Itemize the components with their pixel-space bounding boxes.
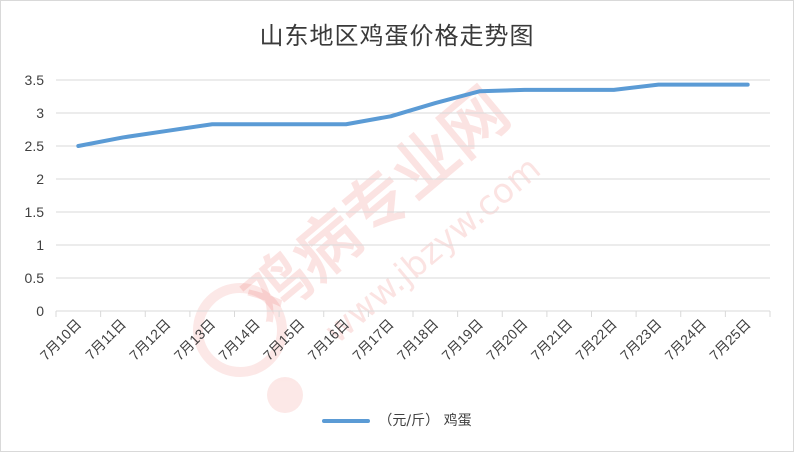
x-tick-label: 7月22日 (572, 316, 620, 364)
x-tick-label: 7月23日 (617, 316, 665, 364)
legend: （元/斤） 鸡蛋 (0, 410, 794, 430)
x-tick-label: 7月14日 (215, 316, 263, 364)
x-tick-label: 7月18日 (394, 316, 442, 364)
x-tick-label: 7月19日 (438, 316, 486, 364)
x-tick-label: 7月17日 (349, 316, 397, 364)
chart-title: 山东地区鸡蛋价格走势图 (259, 22, 535, 50)
y-tick-label: 1 (36, 237, 44, 253)
x-tick-label: 7月12日 (126, 316, 174, 364)
y-tick-label: 2 (36, 171, 44, 187)
x-tick-label: 7月20日 (483, 316, 531, 364)
y-tick-label: 2.5 (25, 138, 45, 154)
legend-label: （元/斤） 鸡蛋 (378, 413, 472, 429)
legend-line-icon (322, 419, 371, 423)
y-tick-label: 3.5 (25, 72, 45, 88)
x-tick-label: 7月16日 (305, 316, 353, 364)
x-tick-label: 7月10日 (37, 316, 85, 364)
x-tick-label: 7月15日 (260, 316, 308, 364)
y-tick-label: 0 (36, 303, 44, 319)
x-tick-label: 7月25日 (706, 316, 754, 364)
y-tick-label: 0.5 (25, 270, 45, 286)
x-tick-label: 7月11日 (82, 316, 129, 363)
y-tick-label: 3 (36, 105, 44, 121)
y-tick-label: 1.5 (25, 204, 45, 220)
x-tick-label: 7月21日 (528, 316, 576, 364)
x-tick-label: 7月24日 (662, 316, 710, 364)
series-line (76, 82, 750, 148)
x-tick-label: 7月13日 (171, 316, 219, 364)
